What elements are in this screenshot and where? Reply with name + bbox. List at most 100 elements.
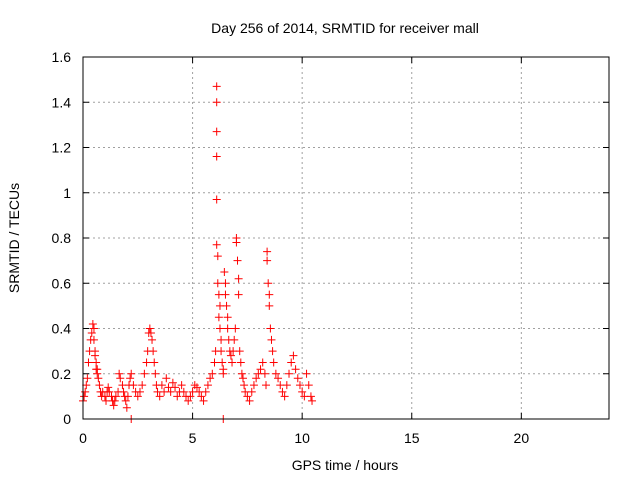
data-point: [217, 347, 226, 356]
data-point: [201, 387, 210, 396]
data-point: [231, 324, 240, 333]
data-point: [240, 381, 249, 390]
y-axis-label: SRMTID / TECUs: [6, 183, 22, 293]
y-tick-label: 1.2: [52, 140, 72, 156]
x-tick-label: 0: [79, 430, 87, 446]
data-point: [126, 374, 135, 383]
data-point: [260, 369, 269, 378]
data-point: [197, 392, 206, 401]
data-point: [262, 381, 271, 390]
data-point: [157, 381, 166, 390]
data-point: [110, 396, 119, 405]
data-point: [269, 358, 278, 367]
data-point: [221, 279, 230, 288]
data-point: [220, 267, 229, 276]
data-point: [151, 369, 160, 378]
axis-ticks: 0 0.2 0.4 0.6 0.8 1 1.2 1.4 1.6 0 5 10 15 20: [52, 49, 609, 446]
y-tick-label: 0.2: [52, 366, 72, 382]
data-point: [212, 127, 221, 136]
data-point: [88, 319, 97, 328]
data-point: [258, 358, 267, 367]
data-point: [129, 381, 138, 390]
data-point: [80, 392, 89, 401]
data-point: [212, 152, 221, 161]
data-point: [145, 324, 154, 333]
y-tick-label: 1: [63, 185, 71, 201]
data-point: [179, 387, 188, 396]
data-point: [287, 358, 296, 367]
data-point: [215, 324, 224, 333]
data-point: [221, 290, 230, 299]
data-point: [233, 256, 242, 265]
data-point: [206, 374, 215, 383]
data-point: [226, 351, 235, 360]
data-point: [149, 347, 158, 356]
data-point: [304, 381, 313, 390]
data-point: [265, 290, 274, 299]
data-point: [199, 396, 208, 405]
data-point: [81, 387, 90, 396]
data-point: [252, 374, 261, 383]
data-point: [93, 365, 102, 374]
data-point: [308, 396, 317, 405]
x-tick-label: 5: [189, 430, 197, 446]
data-point: [89, 324, 98, 333]
data-point: [155, 392, 164, 401]
data-point: [280, 392, 289, 401]
data-point: [214, 313, 223, 322]
data-point: [192, 383, 201, 392]
data-point: [243, 392, 252, 401]
grid: [83, 57, 609, 419]
data-point: [274, 374, 283, 383]
data-point: [84, 358, 93, 367]
x-axis-label: GPS time / hours: [292, 457, 399, 473]
y-tick-label: 0.8: [52, 230, 72, 246]
data-point: [219, 365, 228, 374]
data-point: [230, 335, 239, 344]
data-point: [138, 381, 147, 390]
data-point: [265, 301, 274, 310]
data-point: [234, 274, 243, 283]
y-tick-label: 0: [63, 411, 71, 427]
data-point: [171, 383, 180, 392]
x-tick-label: 10: [294, 430, 310, 446]
x-tick-label: 20: [514, 430, 530, 446]
data-point: [146, 329, 155, 338]
data-point: [91, 351, 100, 360]
data-point: [184, 396, 193, 405]
data-point: [119, 387, 128, 396]
data-point: [212, 82, 221, 91]
data-point: [235, 347, 244, 356]
data-point: [266, 324, 275, 333]
y-tick-label: 0.4: [52, 321, 72, 337]
data-point: [271, 369, 280, 378]
data-point: [212, 195, 221, 204]
data-point: [236, 358, 245, 367]
data-point: [83, 374, 92, 383]
data-point: [150, 358, 159, 367]
data-point: [289, 351, 298, 360]
data-point: [217, 335, 226, 344]
data-point: [264, 279, 273, 288]
data-point: [133, 392, 142, 401]
data-point: [105, 387, 114, 396]
data-point: [166, 387, 175, 396]
data-point: [232, 238, 241, 247]
data-point: [285, 369, 294, 378]
data-point: [123, 392, 132, 401]
data-point: [278, 387, 287, 396]
data-point: [213, 252, 222, 261]
data-point: [293, 374, 302, 383]
data-point: [295, 381, 304, 390]
data-point: [104, 383, 113, 392]
data-point: [140, 369, 149, 378]
data-point: [203, 381, 212, 390]
data-point: [142, 358, 151, 367]
y-tick-label: 1.6: [52, 49, 72, 65]
data-point: [256, 365, 265, 374]
data-point: [238, 374, 247, 383]
data-point: [223, 324, 232, 333]
y-tick-label: 1.4: [52, 94, 72, 110]
plot-frame: [82, 56, 610, 420]
